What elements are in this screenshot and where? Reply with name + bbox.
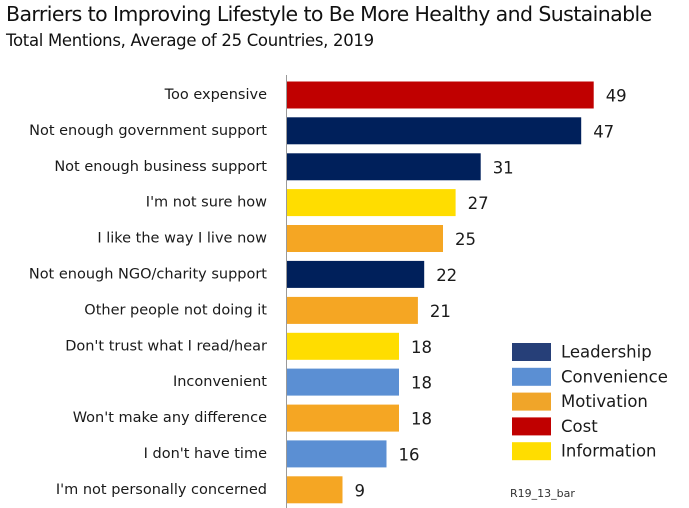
value-label-i-m-not-personally-concerned: 9 [355, 481, 366, 500]
chart-title: Barriers to Improving Lifestyle to Be Mo… [6, 2, 652, 26]
legend-swatch-motivation [512, 392, 551, 411]
legend-swatch-convenience [512, 367, 551, 386]
legend-label-convenience: Convenience [561, 367, 668, 386]
bar-won-t-make-any-difference [286, 404, 399, 432]
category-label-not-enough-government-support: Not enough government support [29, 123, 267, 139]
category-label-i-don-t-have-time: I don't have time [144, 446, 267, 462]
bar-i-m-not-personally-concerned [286, 476, 343, 504]
bar-other-people-not-doing-it [286, 296, 418, 324]
chart-subtitle: Total Mentions, Average of 25 Countries,… [6, 31, 374, 50]
legend-label-leadership: Leadership [561, 343, 652, 362]
value-label-not-enough-business-support: 31 [493, 158, 514, 177]
value-label-too-expensive: 49 [606, 87, 627, 106]
bars-group [286, 81, 594, 504]
legend-label-motivation: Motivation [561, 392, 648, 411]
category-label-i-m-not-sure-how: I'm not sure how [146, 195, 267, 211]
category-label-i-like-the-way-i-live-now: I like the way I live now [97, 231, 267, 247]
legend-label-cost: Cost [561, 417, 598, 436]
category-label-don-t-trust-what-i-read-hear: Don't trust what I read/hear [65, 338, 267, 354]
category-label-i-m-not-personally-concerned: I'm not personally concerned [56, 482, 267, 498]
category-labels-group: Too expensive Not enough government suppo… [29, 87, 267, 498]
legend-swatch-cost [512, 417, 551, 436]
value-label-inconvenient: 18 [411, 374, 432, 393]
value-label-other-people-not-doing-it: 21 [430, 302, 451, 321]
value-label-i-m-not-sure-how: 27 [468, 194, 489, 213]
legend-swatch-leadership [512, 343, 551, 361]
bar-not-enough-ngo-charity-support [286, 260, 425, 288]
bar-i-don-t-have-time [286, 440, 387, 468]
legend-swatch-information [512, 442, 551, 461]
chart-code-label: R19_13_bar [510, 487, 575, 500]
bar-i-m-not-sure-how [286, 189, 456, 217]
bar-too-expensive [286, 81, 594, 109]
value-label-won-t-make-any-difference: 18 [411, 410, 432, 429]
bar-don-t-trust-what-i-read-hear [286, 332, 399, 360]
value-label-not-enough-government-support: 47 [593, 122, 614, 141]
value-label-not-enough-ngo-charity-support: 22 [436, 266, 457, 285]
bar-not-enough-government-support [286, 117, 582, 145]
category-label-inconvenient: Inconvenient [173, 374, 267, 390]
legend: Leadership Convenience Motivation Cost Infor… [512, 343, 668, 461]
category-label-not-enough-ngo-charity-support: Not enough NGO/charity support [29, 266, 267, 282]
value-label-don-t-trust-what-i-read-hear: 18 [411, 338, 432, 357]
category-label-too-expensive: Too expensive [164, 87, 267, 103]
bar-not-enough-business-support [286, 153, 481, 181]
value-label-i-like-the-way-i-live-now: 25 [455, 230, 476, 249]
category-label-other-people-not-doing-it: Other people not doing it [84, 302, 267, 318]
legend-label-information: Information [561, 442, 657, 461]
bar-i-like-the-way-i-live-now [286, 225, 443, 252]
bar-inconvenient [286, 368, 399, 396]
category-label-won-t-make-any-difference: Won't make any difference [73, 410, 267, 426]
category-label-not-enough-business-support: Not enough business support [54, 159, 267, 175]
value-label-i-don-t-have-time: 16 [399, 445, 420, 464]
